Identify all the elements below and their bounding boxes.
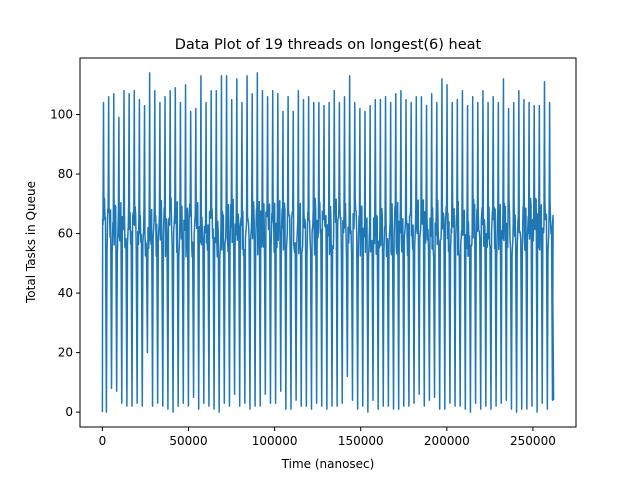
- y-tick-label: 80: [58, 167, 73, 181]
- chart-title: Data Plot of 19 threads on longest(6) he…: [175, 37, 482, 53]
- x-tick-label: 150000: [338, 434, 384, 448]
- x-axis: 0 50000 100000 150000 200000 250000: [99, 427, 556, 448]
- x-tick-label: 200000: [424, 434, 470, 448]
- data-series-line: [101, 72, 555, 413]
- x-tick-label: 250000: [510, 434, 556, 448]
- y-tick-label: 20: [58, 346, 73, 360]
- y-tick-label: 0: [65, 405, 73, 419]
- x-tick-label: 100000: [252, 434, 298, 448]
- y-axis-label: Total Tasks in Queue: [24, 181, 38, 304]
- y-tick-label: 100: [50, 108, 73, 122]
- y-axis: 0 20 40 60 80 100: [50, 108, 80, 419]
- y-tick-label: 60: [58, 227, 73, 241]
- plot-frame: [79, 57, 577, 428]
- y-tick-label: 40: [58, 286, 73, 300]
- x-axis-label: Time (nanosec): [281, 457, 375, 471]
- x-tick-label: 50000: [169, 434, 207, 448]
- x-tick-label: 0: [99, 434, 107, 448]
